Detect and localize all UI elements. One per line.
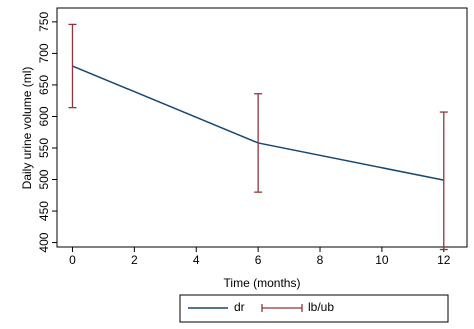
x-tick-label: 6: [255, 253, 262, 267]
legend-label: lb/ub: [308, 300, 334, 314]
y-tick-label: 750: [37, 12, 51, 32]
error-bar: [68, 23, 77, 109]
error-bar: [439, 111, 448, 251]
y-tick-label: 450: [37, 201, 51, 221]
x-tick-label: 12: [437, 253, 451, 267]
y-tick-label: 700: [37, 43, 51, 63]
x-tick-label: 10: [375, 253, 389, 267]
x-tick-label: 8: [317, 253, 324, 267]
y-axis-title: Daily urine volume (ml): [20, 67, 34, 190]
x-tick-label: 2: [131, 253, 138, 267]
plot-frame: [56, 7, 468, 248]
error-bar: [254, 93, 263, 193]
y-tick-label: 400: [37, 232, 51, 252]
x-tick-label: 4: [193, 253, 200, 267]
y-tick-label: 550: [37, 138, 51, 158]
x-tick-label: 0: [69, 253, 76, 267]
x-axis-title: Time (months): [224, 276, 301, 290]
y-tick-label: 600: [37, 106, 51, 126]
legend-label: dr: [234, 300, 245, 314]
y-tick-label: 650: [37, 75, 51, 95]
y-tick-label: 500: [37, 169, 51, 189]
